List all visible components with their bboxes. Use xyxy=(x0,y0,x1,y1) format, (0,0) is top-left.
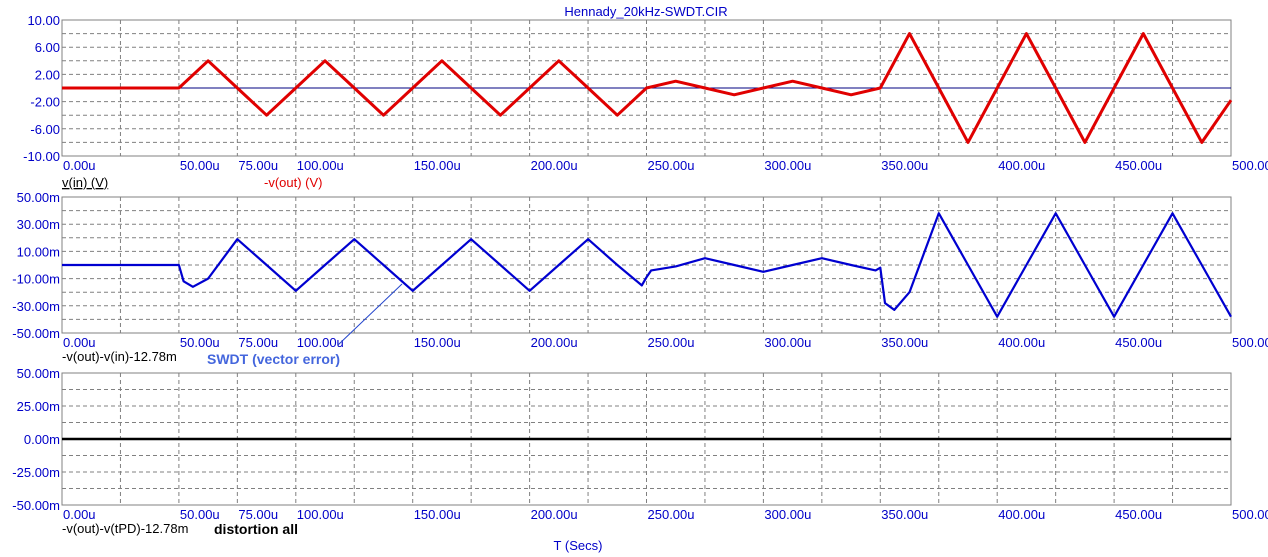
x-tick-label: 75.00u xyxy=(238,335,278,350)
y-tick-label: -50.00m xyxy=(12,326,60,341)
x-tick-label: 250.00u xyxy=(648,507,695,522)
y-tick-label: 50.00m xyxy=(17,190,60,205)
panel-voltage: 10.00 6.00 2.00 -2.00 -6.00 -10.000.00u 50.00u… xyxy=(23,13,1268,173)
x-tick-label: 500.00u xyxy=(1232,335,1268,350)
x-tick-label: 100.00u xyxy=(297,335,344,350)
x-tick-label: 50.00u xyxy=(180,507,220,522)
x-tick-label: 0.00u xyxy=(63,158,96,173)
chart-title: Hennady_20kHz-SWDT.CIR xyxy=(564,4,727,19)
x-tick-label: 100.00u xyxy=(297,507,344,522)
y-tick-label: -30.00m xyxy=(12,299,60,314)
x-tick-label: 500.00u xyxy=(1232,507,1268,522)
x-tick-label: 150.00u xyxy=(414,335,461,350)
y-tick-label: 10.00m xyxy=(17,244,60,259)
x-tick-label: 200.00u xyxy=(531,507,578,522)
x-tick-label: 300.00u xyxy=(764,158,811,173)
legend-distortion: -v(out)-v(tPD)-12.78m xyxy=(62,521,188,536)
x-tick-label: 250.00u xyxy=(648,335,695,350)
x-tick-label: 400.00u xyxy=(998,507,1045,522)
series-line xyxy=(62,32,1233,144)
x-tick-label: 350.00u xyxy=(881,335,928,350)
y-tick-label: -6.00 xyxy=(30,122,60,137)
x-tick-label: 450.00u xyxy=(1115,335,1162,350)
y-tick-label: -50.00m xyxy=(12,498,60,513)
x-tick-label: 100.00u xyxy=(297,158,344,173)
y-tick-label: 2.00 xyxy=(35,67,60,82)
annotation-swdt: SWDT (vector error) xyxy=(207,351,340,367)
x-tick-label: 400.00u xyxy=(998,158,1045,173)
x-tick-label: 75.00u xyxy=(238,158,278,173)
x-tick-label: 400.00u xyxy=(998,335,1045,350)
annotation-arrow xyxy=(337,283,403,346)
x-tick-label: 200.00u xyxy=(531,158,578,173)
y-tick-label: 6.00 xyxy=(35,40,60,55)
x-tick-label: 250.00u xyxy=(648,158,695,173)
x-tick-label: 450.00u xyxy=(1115,507,1162,522)
y-tick-label: 50.00m xyxy=(17,366,60,381)
y-tick-label: -2.00 xyxy=(30,95,60,110)
legend-vout: -v(out) (V) xyxy=(264,175,323,190)
y-tick-label: -25.00m xyxy=(12,465,60,480)
legend-vector-error: -v(out)-v(in)-12.78m xyxy=(62,349,177,364)
legend-vin: v(in) (V) xyxy=(62,175,108,190)
x-tick-label: 0.00u xyxy=(63,335,96,350)
panel-vector-error: 50.00m 30.00m 10.00m -10.00m -30.00m -50.00m0… xyxy=(12,190,1268,350)
annotation-distortion: distortion all xyxy=(214,521,298,537)
x-tick-label: 50.00u xyxy=(180,335,220,350)
series-line xyxy=(62,212,1232,318)
x-tick-label: 150.00u xyxy=(414,158,461,173)
x-tick-label: 0.00u xyxy=(63,507,96,522)
x-tick-label: 350.00u xyxy=(881,507,928,522)
x-tick-label: 350.00u xyxy=(881,158,928,173)
x-tick-label: 75.00u xyxy=(238,507,278,522)
y-tick-label: 0.00m xyxy=(24,432,60,447)
x-axis-label: T (Secs) xyxy=(554,538,603,553)
x-tick-label: 300.00u xyxy=(764,335,811,350)
y-tick-label: -10.00m xyxy=(12,272,60,287)
x-tick-label: 150.00u xyxy=(414,507,461,522)
x-tick-label: 300.00u xyxy=(764,507,811,522)
y-tick-label: 10.00 xyxy=(27,13,60,28)
x-tick-label: 500.00u xyxy=(1232,158,1268,173)
x-tick-label: 200.00u xyxy=(531,335,578,350)
y-tick-label: 30.00m xyxy=(17,217,60,232)
x-tick-label: 50.00u xyxy=(180,158,220,173)
y-tick-label: 25.00m xyxy=(17,399,60,414)
y-tick-label: -10.00 xyxy=(23,149,60,164)
x-tick-label: 450.00u xyxy=(1115,158,1162,173)
